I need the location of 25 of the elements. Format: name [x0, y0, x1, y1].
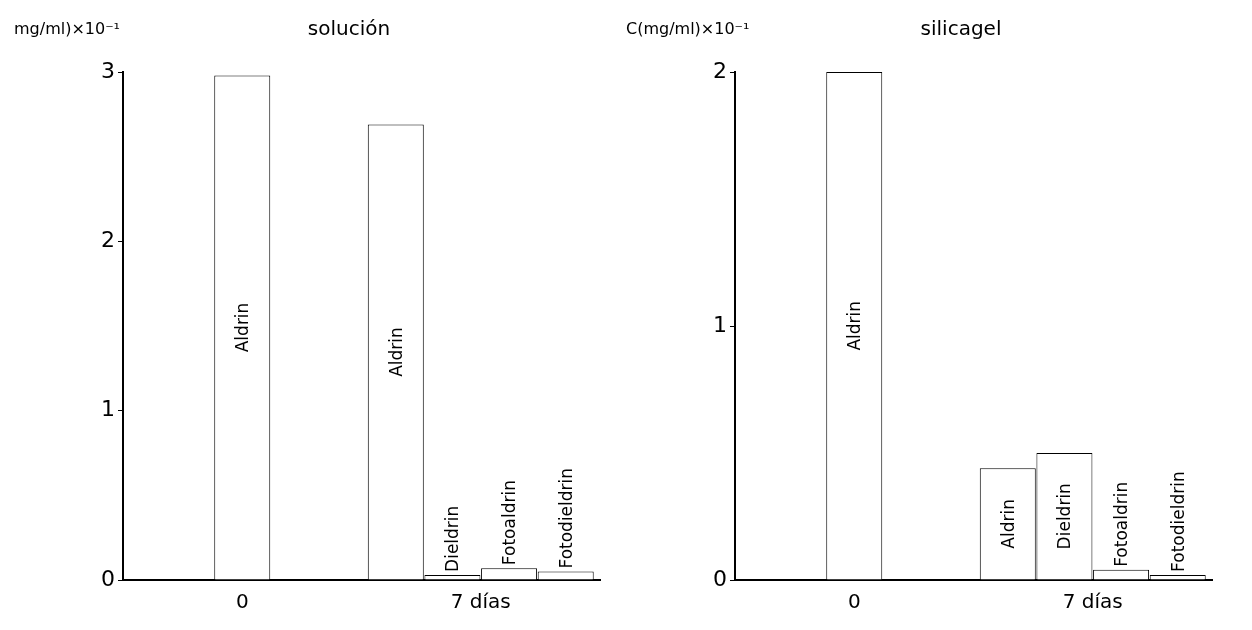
- x-tick-label: 7 días: [450, 589, 511, 614]
- text: Dieldrin: [442, 505, 463, 572]
- y-tick-label: 0: [101, 565, 115, 591]
- x-tick-label: 7 días: [1062, 589, 1123, 614]
- y-tick-label: 3: [101, 57, 115, 83]
- y-axis-title: C(mg/ml)×10⁻¹: [626, 19, 750, 39]
- chart-title: silicagel: [920, 16, 1002, 41]
- text: Fotoaldrin: [1111, 481, 1132, 567]
- x-tick-label: 0: [847, 589, 861, 614]
- text: Aldrin: [997, 499, 1018, 549]
- text: Aldrin: [385, 327, 406, 377]
- text: Fotodieldrin: [1167, 471, 1188, 572]
- x-tick-label: 0: [235, 589, 249, 614]
- series-label: Aldrin: [232, 302, 253, 353]
- series-label: Dieldrin: [1054, 483, 1075, 550]
- text: Fotoaldrin: [499, 480, 520, 566]
- y-tick-label: 1: [713, 311, 727, 337]
- y-tick-label: 2: [101, 227, 115, 253]
- series-label: Aldrin: [844, 300, 865, 351]
- y-tick-label: 0: [713, 565, 727, 591]
- text: Fotodieldrin: [555, 467, 576, 569]
- chart-title: solución: [307, 16, 391, 41]
- y-axis-title: mg/ml)×10⁻¹: [14, 19, 121, 39]
- y-tick-label: 2: [713, 57, 727, 83]
- y-tick-label: 1: [101, 396, 115, 422]
